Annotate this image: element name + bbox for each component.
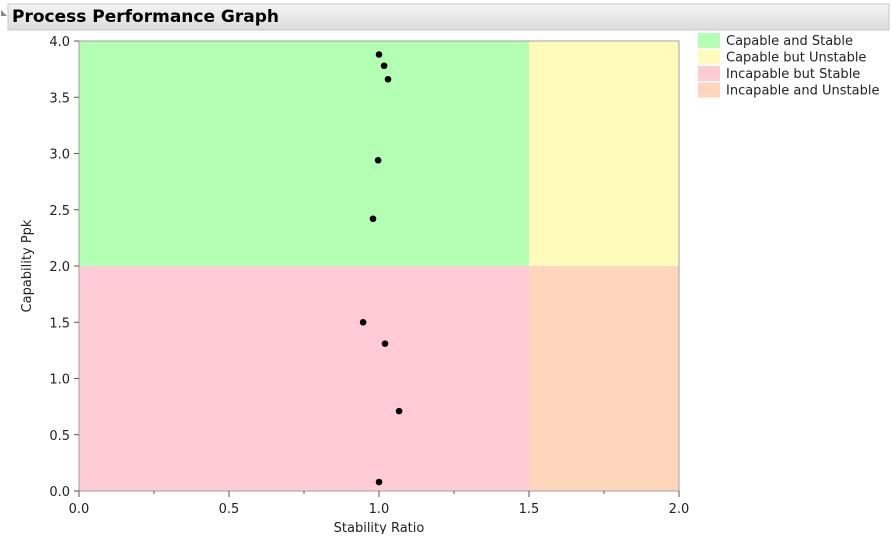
- header-bar: [7, 3, 890, 31]
- region: [79, 266, 529, 491]
- x-tick-label: 0.5: [219, 502, 240, 517]
- legend-label: Incapable and Unstable: [726, 84, 879, 99]
- legend-swatch: [698, 33, 720, 48]
- y-tick-label: 2.0: [49, 260, 70, 275]
- y-tick-label: 1.5: [49, 316, 70, 331]
- x-tick-label: 1.0: [369, 502, 390, 517]
- region: [529, 41, 679, 266]
- point: [374, 156, 382, 164]
- chart-title: Process Performance Graph: [12, 7, 279, 27]
- legend-swatch: [698, 82, 720, 98]
- legend-label: Capable but Unstable: [726, 51, 866, 66]
- legend-label: Incapable but Stable: [726, 67, 860, 82]
- y-tick-label: 3.0: [49, 148, 70, 163]
- y-tick-label: 0.0: [49, 485, 70, 500]
- point: [381, 340, 389, 347]
- point: [380, 62, 388, 70]
- y-tick-label: 4.0: [49, 35, 70, 50]
- x-tick-label: 0.0: [69, 502, 90, 517]
- legend-swatch: [698, 66, 720, 81]
- y-axis-label: Capability Ppk: [20, 219, 35, 312]
- point: [375, 478, 383, 486]
- region: [79, 41, 529, 266]
- x-axis-label: Stability Ratio: [334, 521, 425, 534]
- x-tick-label: 2.0: [669, 502, 690, 517]
- point: [359, 318, 367, 326]
- point: [395, 407, 403, 415]
- point: [369, 215, 377, 223]
- y-tick-label: 2.5: [49, 204, 70, 219]
- legend-swatch: [698, 49, 720, 65]
- point: [375, 51, 383, 58]
- y-tick-label: 0.5: [49, 429, 70, 444]
- point: [384, 75, 392, 83]
- disclosure-icon[interactable]: [1, 10, 7, 16]
- y-tick-label: 3.5: [49, 91, 70, 106]
- region: [529, 266, 679, 491]
- legend-label: Capable and Stable: [726, 34, 853, 49]
- x-tick-label: 1.5: [519, 502, 540, 517]
- y-tick-label: 1.0: [49, 373, 70, 388]
